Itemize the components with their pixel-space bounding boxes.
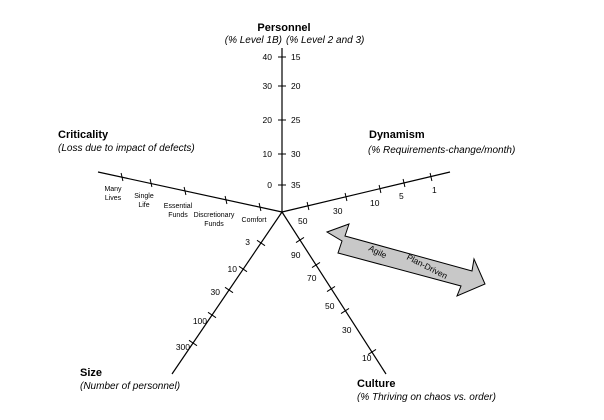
culture-subtitle: (% Thriving on chaos vs. order) (357, 392, 496, 403)
dynamism-tick-label: 30 (333, 206, 343, 216)
size-tick-label: 300 (176, 342, 190, 352)
culture-tick-mark (367, 348, 377, 356)
personnel-title: Personnel (257, 22, 310, 34)
culture-tick-label: 10 (362, 353, 372, 363)
personnel-tick-label-left: 20 (263, 115, 273, 125)
criticality-subtitle: (Loss due to impact of defects) (58, 143, 195, 154)
culture-tick-mark (295, 236, 305, 244)
dynamism-tick-label: 50 (298, 216, 308, 226)
criticality-axis-line (97, 171, 283, 213)
culture-tick-label: 50 (325, 301, 335, 311)
size-tick-mark (207, 311, 217, 319)
culture-axis-line (281, 211, 387, 375)
dynamism-tick-mark (429, 172, 433, 182)
culture-tick-label: 70 (307, 273, 317, 283)
criticality-tick-label: Discretionary Funds (194, 212, 235, 228)
dynamism-axis-line (281, 171, 451, 213)
double-arrow-shape (325, 223, 486, 297)
culture-tick-mark (311, 261, 321, 269)
personnel-tick-label-left: 40 (263, 52, 273, 62)
personnel-tick-label-left: 30 (263, 81, 273, 91)
personnel-subtitle-right: (% Level 2 and 3) (286, 35, 364, 46)
criticality-tick-mark (120, 172, 124, 182)
culture-tick-label: 30 (342, 325, 352, 335)
criticality-tick-mark (224, 195, 228, 205)
dynamism-title: Dynamism (369, 129, 425, 141)
size-tick-label: 100 (193, 316, 207, 326)
dynamism-tick-label: 5 (399, 191, 404, 201)
criticality-tick-label: Many Lives (104, 186, 122, 202)
criticality-tick-label: Single Life (134, 193, 154, 209)
size-tick-label: 3 (245, 237, 250, 247)
personnel-tick-label-right: 25 (291, 115, 301, 125)
dynamism-ticks: 50 30 10 5 1 (298, 172, 437, 226)
dynamism-tick-label: 10 (370, 198, 380, 208)
personnel-subtitle-left: (% Level 1B) (225, 35, 282, 46)
size-subtitle: (Number of personnel) (80, 381, 180, 392)
agile-plan-driven-arrow: Agile Plan-Driven (325, 223, 486, 297)
criticality-tick-label: Comfort (242, 217, 267, 224)
size-tick-mark (224, 286, 234, 294)
size-tick-mark (188, 339, 198, 347)
culture-tick-mark (326, 285, 336, 293)
dynamism-tick-mark (306, 201, 310, 211)
personnel-tick-label-right: 30 (291, 149, 301, 159)
criticality-title: Criticality (58, 129, 109, 141)
culture-tick-label: 90 (291, 250, 301, 260)
size-ticks: 3 10 30 100 300 (176, 237, 266, 352)
size-tick-mark (238, 265, 248, 273)
criticality-tick-mark (258, 202, 262, 212)
culture-title: Culture (357, 378, 396, 390)
personnel-tick-label-left: 10 (263, 149, 273, 159)
criticality-tick-mark (183, 186, 187, 196)
size-title: Size (80, 367, 102, 379)
dynamism-tick-mark (378, 184, 382, 194)
criticality-tick-mark (149, 178, 153, 188)
personnel-tick-label-right: 15 (291, 52, 301, 62)
personnel-ticks: 40 15 30 20 20 25 10 30 0 35 (263, 52, 301, 190)
culture-tick-mark (340, 307, 350, 315)
size-tick-label: 30 (211, 287, 221, 297)
personnel-tick-label-right: 20 (291, 81, 301, 91)
personnel-tick-label-right: 35 (291, 180, 301, 190)
culture-ticks: 90 70 50 30 10 (291, 236, 377, 363)
dynamism-tick-label: 1 (432, 185, 437, 195)
size-axis-line (171, 211, 283, 375)
dynamism-subtitle: (% Requirements-change/month) (368, 145, 515, 156)
criticality-tick-label: Essential Funds (164, 203, 193, 219)
size-tick-label: 10 (228, 264, 238, 274)
dynamism-tick-mark (402, 178, 406, 188)
size-tick-mark (256, 239, 266, 247)
personnel-tick-label-left: 0 (267, 180, 272, 190)
dynamism-tick-mark (344, 192, 348, 202)
